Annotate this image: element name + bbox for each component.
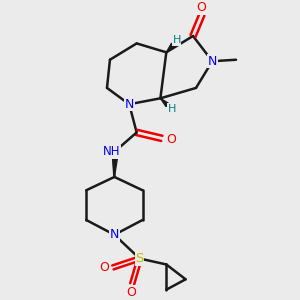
- Text: S: S: [135, 252, 144, 265]
- Text: O: O: [196, 1, 206, 14]
- Text: N: N: [208, 55, 217, 68]
- Polygon shape: [160, 98, 169, 106]
- Text: O: O: [126, 286, 136, 298]
- Text: H: H: [167, 104, 176, 114]
- Text: NH: NH: [103, 145, 120, 158]
- Text: O: O: [166, 133, 176, 146]
- Text: O: O: [100, 261, 110, 274]
- Text: N: N: [110, 228, 119, 241]
- Polygon shape: [166, 43, 175, 52]
- Polygon shape: [112, 154, 118, 177]
- Text: N: N: [124, 98, 134, 111]
- Text: H: H: [172, 35, 181, 46]
